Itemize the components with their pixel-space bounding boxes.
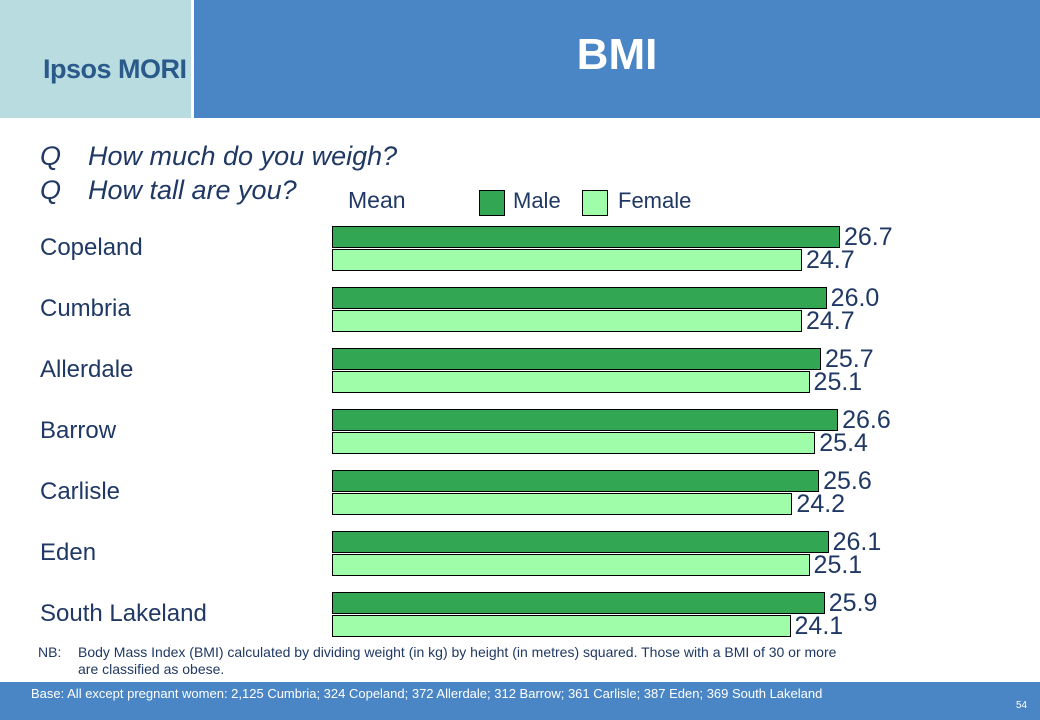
ipsos-mori-logo: Ipsos MORI <box>43 54 187 84</box>
bar-male-cumbria <box>332 287 827 309</box>
data-label-male-copeland: 26.7 <box>844 223 893 251</box>
question-2-label: Q <box>40 175 62 205</box>
question-1: Q How much do you weigh? <box>40 141 397 172</box>
data-label-male-barrow: 26.6 <box>842 406 891 434</box>
bar-male-carlisle <box>332 470 820 492</box>
bar-male-south-lakeland <box>332 592 825 614</box>
header-title-panel <box>194 0 1040 118</box>
page-number: 54 <box>1016 700 1028 711</box>
bar-female-eden <box>332 554 810 576</box>
category-label-south-lakeland: South Lakeland <box>40 600 207 627</box>
bar-female-carlisle <box>332 493 793 515</box>
bar-female-copeland <box>332 249 802 271</box>
bar-female-allerdale <box>332 371 810 393</box>
bar-female-barrow <box>332 432 816 454</box>
bar-male-allerdale <box>332 348 821 370</box>
data-label-female-south-lakeland: 24.1 <box>794 612 844 640</box>
data-label-male-eden: 26.1 <box>832 528 882 556</box>
question-2-text: How tall are you? <box>88 175 297 205</box>
data-label-female-cumbria: 24.7 <box>805 307 855 335</box>
category-label-cumbria: Cumbria <box>40 295 131 322</box>
bar-male-eden <box>332 531 829 553</box>
legend-label-male: Male <box>513 188 561 213</box>
legend-swatch-male <box>479 190 505 216</box>
question-1-text: How much do you weigh? <box>88 141 398 171</box>
notes-label: NB: <box>38 644 62 660</box>
question-2: Q How tall are you? <box>40 175 297 206</box>
data-label-female-carlisle: 24.2 <box>796 490 846 518</box>
bar-female-south-lakeland <box>332 615 791 637</box>
notes-text: Body Mass Index (BMI) calculated by divi… <box>78 644 837 677</box>
category-label-barrow: Barrow <box>40 417 117 444</box>
bar-male-barrow <box>332 409 839 431</box>
question-1-label: Q <box>40 141 62 171</box>
category-label-allerdale: Allerdale <box>40 356 134 383</box>
data-label-female-eden: 25.1 <box>813 551 863 579</box>
legend-swatch-female <box>582 190 608 216</box>
data-label-female-copeland: 24.7 <box>805 246 855 274</box>
data-label-male-carlisle: 25.6 <box>823 467 872 495</box>
page-title: BMI <box>576 30 658 79</box>
category-label-carlisle: Carlisle <box>40 478 121 505</box>
chart-subtitle: Mean <box>348 187 406 213</box>
category-label-eden: Eden <box>40 539 97 566</box>
header-divider <box>191 0 194 118</box>
base-text: Base: All except pregnant women: 2,125 C… <box>31 686 823 701</box>
legend-label-female: Female <box>618 188 692 213</box>
data-label-male-allerdale: 25.7 <box>824 345 874 373</box>
category-label-copeland: Copeland <box>40 234 143 261</box>
data-label-female-barrow: 25.4 <box>819 429 868 457</box>
bar-female-cumbria <box>332 310 802 332</box>
data-label-male-south-lakeland: 25.9 <box>828 589 878 617</box>
header-logo-panel <box>0 0 191 118</box>
data-label-male-cumbria: 26.0 <box>830 284 880 312</box>
footer-bar <box>0 682 1040 720</box>
bar-male-copeland <box>332 226 840 248</box>
data-label-female-allerdale: 25.1 <box>813 368 863 396</box>
